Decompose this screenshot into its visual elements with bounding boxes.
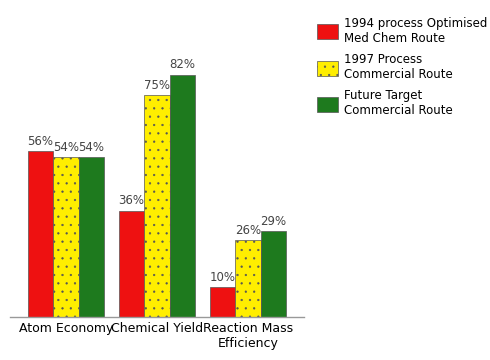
Bar — [170, 75, 195, 317]
Text: 75%: 75% — [144, 79, 170, 92]
Text: 10%: 10% — [209, 271, 235, 284]
Bar — [235, 240, 261, 317]
Text: 82%: 82% — [169, 58, 196, 71]
Text: 54%: 54% — [53, 141, 79, 154]
Text: 29%: 29% — [260, 215, 286, 228]
Text: 36%: 36% — [118, 194, 145, 207]
Bar — [78, 157, 104, 317]
Bar — [261, 231, 286, 317]
Bar — [119, 211, 144, 317]
Text: 56%: 56% — [27, 135, 53, 148]
Bar — [27, 152, 53, 317]
Bar — [53, 157, 78, 317]
Bar — [210, 287, 235, 317]
Text: 54%: 54% — [78, 141, 104, 154]
Bar — [144, 95, 170, 317]
Text: 26%: 26% — [235, 224, 261, 237]
Legend: 1994 process Optimised
Med Chem Route, 1997 Process
Commercial Route, Future Tar: 1994 process Optimised Med Chem Route, 1… — [317, 17, 488, 117]
